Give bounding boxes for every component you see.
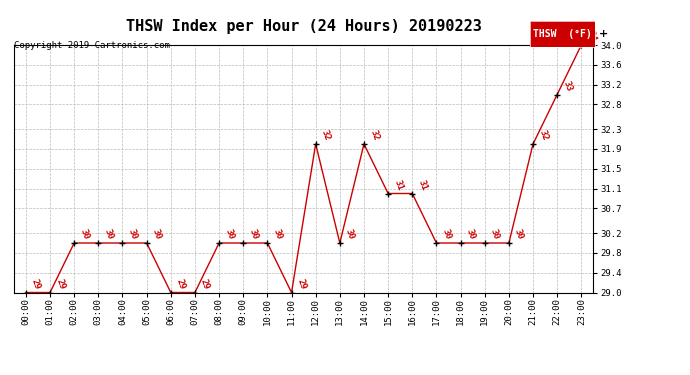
Text: 32: 32 bbox=[368, 129, 380, 142]
Text: Copyright 2019 Cartronics.com: Copyright 2019 Cartronics.com bbox=[14, 41, 170, 50]
Text: 34: 34 bbox=[586, 30, 598, 43]
Text: 32: 32 bbox=[320, 129, 332, 142]
Text: 30: 30 bbox=[79, 228, 90, 241]
Text: 29: 29 bbox=[199, 277, 211, 290]
Text: 30: 30 bbox=[248, 228, 259, 241]
Text: 30: 30 bbox=[344, 228, 356, 241]
Text: +: + bbox=[599, 29, 609, 39]
Text: 29: 29 bbox=[30, 277, 42, 290]
Text: 30: 30 bbox=[272, 228, 284, 241]
Text: 32: 32 bbox=[538, 129, 549, 142]
Text: 33: 33 bbox=[562, 79, 573, 92]
Text: 29: 29 bbox=[175, 277, 187, 290]
Text: 30: 30 bbox=[103, 228, 115, 241]
Text: 31: 31 bbox=[417, 178, 428, 191]
Text: 29: 29 bbox=[55, 277, 66, 290]
Text: THSW Index per Hour (24 Hours) 20190223: THSW Index per Hour (24 Hours) 20190223 bbox=[126, 19, 482, 34]
Text: 31: 31 bbox=[393, 178, 404, 191]
Text: 30: 30 bbox=[151, 228, 163, 241]
Text: 30: 30 bbox=[465, 228, 477, 241]
Text: 30: 30 bbox=[224, 228, 235, 241]
Text: 30: 30 bbox=[441, 228, 453, 241]
Text: 30: 30 bbox=[127, 228, 139, 241]
Text: 29: 29 bbox=[296, 277, 308, 290]
Text: 30: 30 bbox=[489, 228, 501, 241]
Text: THSW  (°F): THSW (°F) bbox=[533, 29, 592, 39]
Text: 30: 30 bbox=[513, 228, 525, 241]
